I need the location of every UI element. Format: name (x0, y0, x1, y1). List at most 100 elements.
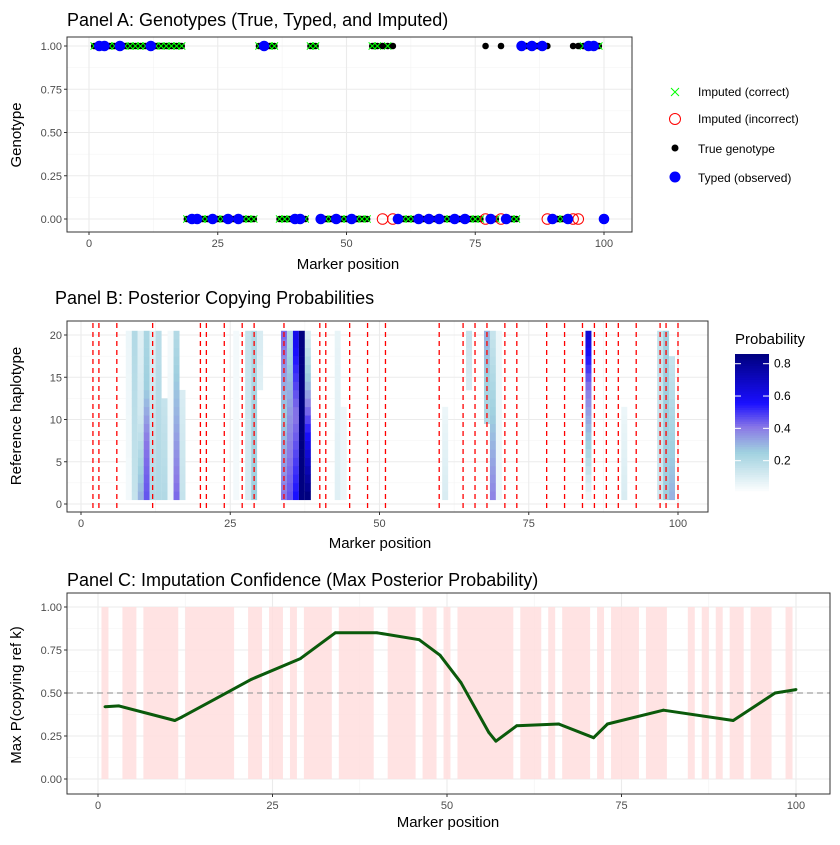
heatmap-cell (495, 373, 502, 382)
heatmap-cell (143, 347, 150, 357)
heatmap-cell (233, 423, 240, 433)
true-genotype-point (497, 42, 505, 50)
heatmap-cell (167, 373, 174, 382)
heatmap-cell (334, 415, 341, 425)
heatmap-cell (167, 423, 174, 433)
legend-label-true-genotype: True genotype (698, 142, 775, 156)
heatmap-cell (125, 356, 132, 365)
typed-point (392, 213, 404, 225)
heatmap-cell (161, 474, 168, 484)
panel-a-xlabel: Marker position (297, 256, 400, 273)
heatmap-cell (298, 482, 305, 492)
colorbar-segment (735, 472, 769, 475)
heatmap-cell (155, 356, 162, 365)
colorbar-segment (735, 490, 769, 494)
untyped-band (701, 607, 709, 779)
panel-c-ylabel: Max P(copying ref k) (8, 626, 25, 764)
heatmap-cell (125, 415, 132, 425)
x-tick-label: 25 (224, 518, 236, 530)
typed-point (516, 40, 527, 52)
heatmap-cell (442, 465, 449, 475)
heatmap-cell (245, 364, 252, 374)
heatmap-cell (125, 449, 132, 458)
heatmap-cell (257, 373, 264, 382)
heatmap-cell (495, 457, 502, 467)
heatmap-cell (298, 356, 305, 365)
heatmap-cell (292, 457, 299, 467)
heatmap-cell (161, 465, 168, 475)
heatmap-cell (340, 457, 347, 467)
heatmap-cell (286, 491, 293, 501)
heatmap-cell (286, 373, 293, 382)
x-tick-label: 25 (212, 238, 224, 250)
heatmap-cell (125, 373, 132, 382)
y-tick-label: 0.75 (41, 84, 62, 96)
typed-point (536, 40, 548, 52)
heatmap-cell (173, 432, 180, 441)
heatmap-cell (173, 339, 180, 348)
heatmap-cell (173, 415, 180, 425)
heatmap-cell (167, 465, 174, 475)
colorbar-segment (735, 465, 769, 469)
heatmap-cell (137, 474, 144, 484)
colorbar-segment (735, 365, 769, 369)
legend-label-imputed-incorrect: Imputed (incorrect) (698, 112, 799, 126)
colorbar-segment (735, 418, 769, 422)
colorbar-segment (735, 391, 769, 394)
heatmap-cell (442, 432, 449, 441)
heatmap-cell (173, 406, 180, 416)
heatmap-cell (298, 474, 305, 484)
heatmap-cell (298, 465, 305, 475)
typed-point (191, 213, 203, 225)
heatmap-cell (334, 474, 341, 484)
heatmap-cell (131, 373, 138, 382)
heatmap-cell (131, 406, 138, 416)
heatmap-cell (442, 406, 449, 416)
colorbar-segment (735, 435, 769, 438)
heatmap-cell (585, 406, 592, 416)
heatmap-cell (495, 364, 502, 374)
heatmap-cell (286, 482, 293, 492)
heatmap-cell (495, 474, 502, 484)
heatmap-cell (442, 474, 449, 484)
heatmap-cell (489, 449, 496, 458)
heatmap-cell (251, 415, 258, 425)
heatmap-cell (167, 415, 174, 425)
heatmap-cell (173, 457, 180, 467)
heatmap-cell (143, 339, 150, 348)
heatmap-cell (245, 339, 252, 348)
typed-point (413, 213, 424, 225)
heatmap-cell (304, 465, 311, 475)
typed-point (526, 40, 538, 52)
heatmap-cell (585, 465, 592, 475)
heatmap-cell (137, 449, 144, 458)
y-tick-label: 0.25 (41, 731, 62, 743)
heatmap-cell (149, 415, 156, 425)
heatmap-cell (233, 491, 240, 501)
heatmap-cell (304, 373, 311, 382)
plot-border (66, 320, 709, 513)
typed-point (222, 213, 234, 225)
heatmap-cell (669, 406, 676, 416)
heatmap-cell (137, 356, 144, 365)
heatmap-cell (143, 356, 150, 365)
heatmap-cell (442, 423, 449, 433)
heatmap-cell (167, 449, 174, 458)
colorbar-segment (735, 439, 769, 443)
y-tick-label: 0.50 (41, 128, 62, 140)
heatmap-cell (621, 474, 628, 484)
heatmap-cell (334, 347, 341, 357)
heatmap-cell (495, 398, 502, 408)
heatmap-cell (340, 432, 347, 441)
heatmap-cell (251, 423, 258, 433)
heatmap-cell (143, 474, 150, 484)
heatmap-cell (334, 491, 341, 501)
heatmap-cell (161, 457, 168, 467)
heatmap-cell (292, 423, 299, 433)
colorbar-segment (735, 404, 769, 408)
heatmap-cell (179, 415, 186, 425)
heatmap-cell (173, 364, 180, 374)
heatmap-cell (143, 449, 150, 458)
heatmap-cell (585, 381, 592, 391)
heatmap-cell (251, 389, 258, 399)
